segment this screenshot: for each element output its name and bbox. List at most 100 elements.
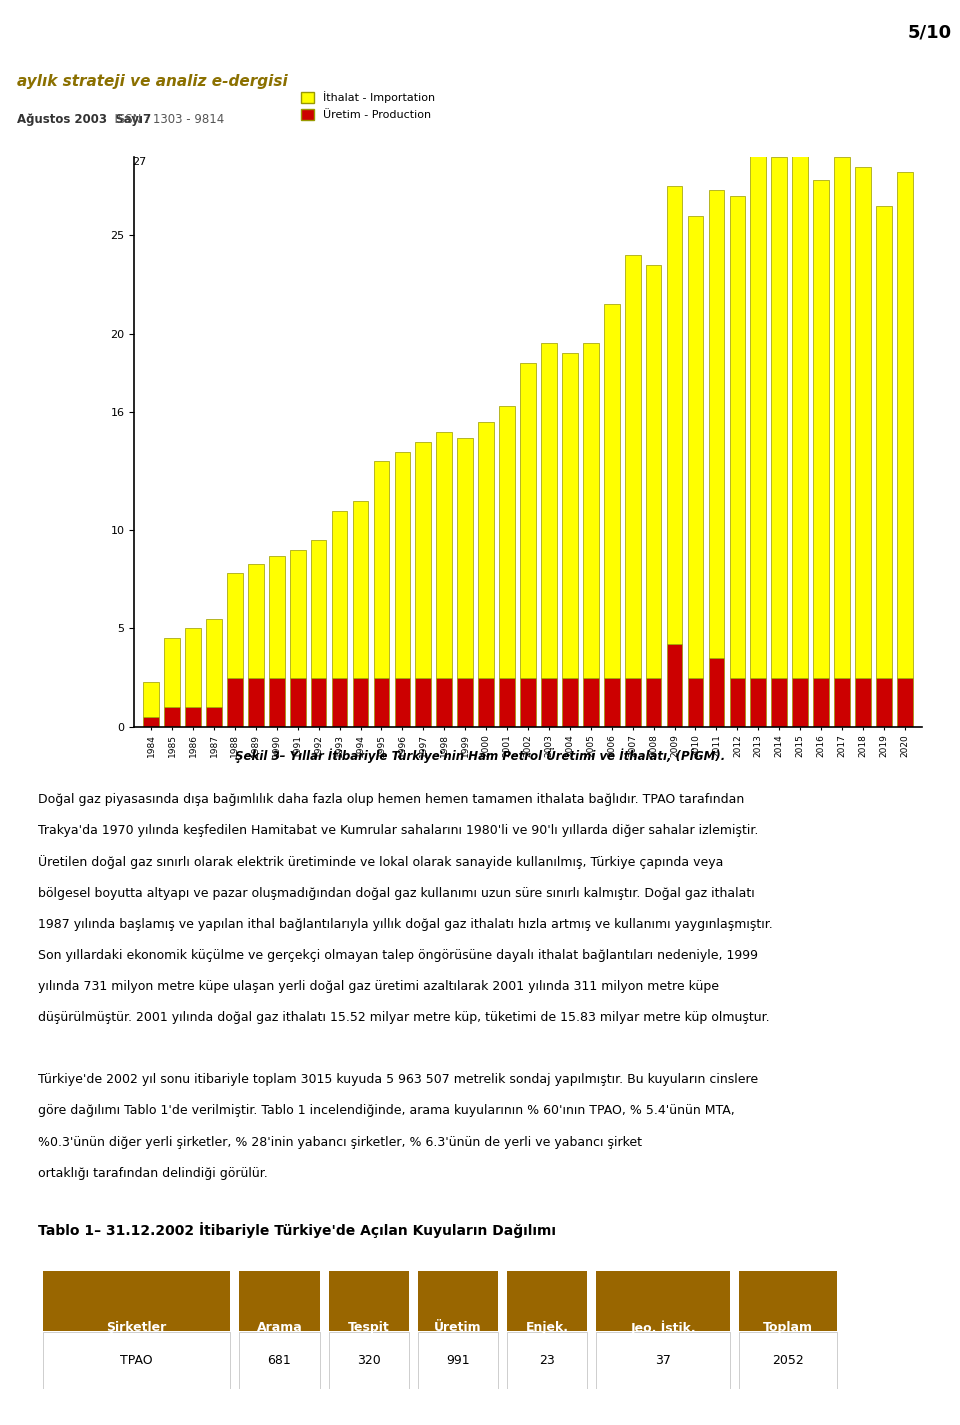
Text: 37: 37 (656, 1354, 671, 1367)
Bar (228, 678, 243, 727)
Bar (290, 550, 305, 678)
Bar (562, 678, 578, 727)
Bar (596, 1332, 731, 1389)
Bar (43, 1332, 230, 1389)
Bar (269, 556, 284, 678)
Bar (373, 678, 390, 727)
Bar (499, 678, 515, 727)
Text: Şekil 3– Yıllar İtibariyle Türkiye'nin Ham Petrol Üretimi ve İthalatı, (PİGM).: Şekil 3– Yıllar İtibariyle Türkiye'nin H… (235, 748, 725, 762)
Bar (772, 157, 787, 678)
Bar (507, 1271, 588, 1331)
Text: Üretim: Üretim (434, 1321, 482, 1334)
Bar (897, 678, 913, 727)
Bar (751, 678, 766, 727)
Bar (185, 628, 201, 707)
Bar (792, 152, 808, 678)
Bar (352, 500, 369, 678)
Bar (604, 304, 619, 678)
Bar (206, 618, 222, 707)
Text: Ağustos 2003  Sayı7: Ağustos 2003 Sayı7 (17, 113, 152, 127)
Text: düşürülmüştür. 2001 yılında doğal gaz ithalatı 15.52 milyar metre küp, tüketimi : düşürülmüştür. 2001 yılında doğal gaz it… (38, 1012, 770, 1025)
Bar (418, 1271, 498, 1331)
Bar (352, 678, 369, 727)
Bar (164, 638, 180, 707)
Bar (730, 197, 745, 678)
Bar (416, 678, 431, 727)
Bar (666, 187, 683, 644)
Bar (687, 678, 704, 727)
Text: Trakya'da 1970 yılında keşfedilen Hamitabat ve Kumrular sahalarını 1980'li ve 90: Trakya'da 1970 yılında keşfedilen Hamita… (38, 824, 758, 838)
Bar (520, 678, 536, 727)
Bar (228, 573, 243, 678)
Bar (478, 422, 494, 678)
Bar (541, 343, 557, 678)
Bar (499, 406, 515, 678)
Text: ISSN : 1303 - 9814: ISSN : 1303 - 9814 (107, 113, 224, 127)
Bar (813, 181, 828, 678)
Text: Doğal gaz piyasasında dışa bağımlılık daha fazla olup hemen hemen tamamen ithala: Doğal gaz piyasasında dışa bağımlılık da… (38, 794, 745, 807)
Bar (248, 678, 264, 727)
Bar (328, 1271, 409, 1331)
Bar (373, 462, 390, 678)
Bar (437, 678, 452, 727)
Text: Enjek.: Enjek. (526, 1321, 568, 1334)
Bar (164, 707, 180, 727)
Text: 27: 27 (132, 157, 147, 167)
Text: göre dağılımı Tablo 1'de verilmiştir. Tablo 1 incelendiğinde, arama kuyularının : göre dağılımı Tablo 1'de verilmiştir. Ta… (38, 1104, 735, 1117)
Text: 2052: 2052 (773, 1354, 804, 1367)
Bar (730, 678, 745, 727)
Bar (646, 678, 661, 727)
Bar (143, 717, 159, 727)
Text: bölgesel boyutta altyapı ve pazar oluşmadığından doğal gaz kullanımı uzun süre s: bölgesel boyutta altyapı ve pazar oluşma… (38, 886, 756, 899)
Text: Üretilen doğal gaz sınırlı olarak elektrik üretiminde ve lokal olarak sanayide k: Üretilen doğal gaz sınırlı olarak elektr… (38, 855, 724, 869)
Bar (507, 1332, 588, 1389)
Text: Tespit: Tespit (348, 1321, 390, 1334)
Bar (604, 678, 619, 727)
Bar (328, 1332, 409, 1389)
Bar (416, 442, 431, 678)
Text: 1987 yılında başlamış ve yapılan ithal bağlantılarıyla yıllık doğal gaz ithalatı: 1987 yılında başlamış ve yapılan ithal b… (38, 918, 773, 931)
Bar (687, 215, 704, 678)
Text: Şirketler: Şirketler (107, 1321, 167, 1334)
Bar (437, 432, 452, 678)
Bar (897, 172, 913, 678)
Bar (478, 678, 494, 727)
Bar (269, 678, 284, 727)
Text: 320: 320 (357, 1354, 380, 1367)
Text: ortaklığı tarafından delindiği görülür.: ortaklığı tarafından delindiği görülür. (38, 1167, 268, 1180)
Bar (332, 510, 348, 678)
Bar (708, 190, 724, 658)
Bar (395, 452, 410, 678)
Bar (562, 353, 578, 678)
Bar (596, 1271, 731, 1331)
Bar (248, 564, 264, 678)
Bar (792, 678, 808, 727)
Bar (206, 707, 222, 727)
Bar (813, 678, 828, 727)
Text: STRADiGMA.COM: STRADiGMA.COM (17, 21, 232, 41)
Bar (772, 678, 787, 727)
Text: Tablo 1– 31.12.2002 İtibariyle Türkiye'de Açılan Kuyuların Dağılımı: Tablo 1– 31.12.2002 İtibariyle Türkiye'd… (38, 1221, 557, 1238)
Bar (143, 681, 159, 717)
Bar (625, 678, 640, 727)
Bar (876, 205, 892, 678)
Bar (239, 1332, 320, 1389)
Text: Toplam: Toplam (763, 1321, 813, 1334)
Bar (395, 678, 410, 727)
Bar (646, 265, 661, 678)
Bar (739, 1271, 837, 1331)
Text: 991: 991 (446, 1354, 469, 1367)
Bar (855, 678, 871, 727)
Bar (751, 152, 766, 678)
Text: aylık strateji ve analiz e-dergisi: aylık strateji ve analiz e-dergisi (17, 74, 288, 90)
Text: 23: 23 (540, 1354, 555, 1367)
Text: %0.3'ünün diğer yerli şirketler, % 28'inin yabancı şirketler, % 6.3'ünün de yerl: %0.3'ünün diğer yerli şirketler, % 28'in… (38, 1136, 642, 1149)
Bar (666, 644, 683, 727)
Bar (541, 678, 557, 727)
Bar (583, 678, 599, 727)
Bar (708, 658, 724, 727)
Text: Jeo. İstik.: Jeo. İstik. (631, 1320, 696, 1335)
Legend: İthalat - Importation, Üretim - Production: İthalat - Importation, Üretim - Producti… (298, 88, 439, 124)
Bar (457, 437, 473, 678)
Bar (239, 1271, 320, 1331)
